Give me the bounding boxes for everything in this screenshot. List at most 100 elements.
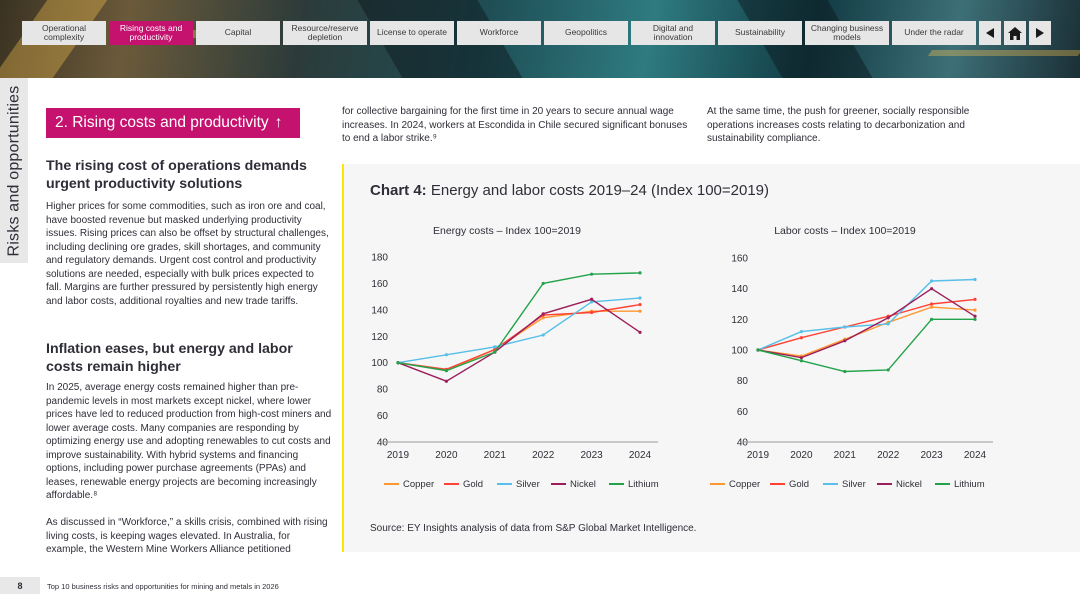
series-line-lithium [397, 272, 641, 372]
data-point-gold [973, 297, 977, 301]
data-point-silver [444, 353, 448, 357]
tab-workforce[interactable]: Workforce [457, 21, 541, 45]
legend-label-gold: Gold [789, 479, 809, 490]
data-point-silver [541, 333, 545, 337]
series-line-nickel [397, 298, 641, 382]
data-point-silver [843, 325, 847, 329]
prev-arrow-icon[interactable] [979, 21, 1001, 45]
paragraph-workforce: As discussed in “Workforce,” a skills cr… [46, 517, 328, 555]
data-point-silver [590, 300, 594, 304]
x-tick-label: 2023 [580, 450, 603, 461]
legend-label-nickel: Nickel [570, 479, 596, 490]
y-tick-label: 60 [377, 411, 389, 422]
data-point-lithium [638, 271, 642, 275]
data-point-gold [590, 310, 594, 315]
series-line-copper [757, 306, 976, 357]
data-point-nickel [843, 339, 847, 343]
tab-resource-depletion[interactable]: Resource/reserve depletion [283, 21, 367, 45]
series-line-silver [757, 278, 976, 351]
home-icon[interactable] [1004, 21, 1026, 45]
tab-license-to-operate[interactable]: License to operate [370, 21, 454, 45]
section-title-text: 2. Rising costs and productivity [55, 114, 269, 131]
y-tick-label: 40 [737, 438, 749, 449]
x-tick-label: 2022 [532, 450, 555, 461]
tab-changing-business-models[interactable]: Changing business models [805, 21, 889, 45]
chart-heading-label: Chart 4: [370, 182, 427, 199]
data-point-silver [493, 345, 497, 349]
data-point-silver [638, 296, 642, 300]
series-line-nickel [757, 287, 976, 359]
data-point-lithium [973, 317, 977, 321]
series-line-silver [397, 297, 641, 364]
tab-under-the-radar[interactable]: Under the radar [892, 21, 976, 45]
data-point-lithium [843, 369, 847, 374]
data-point-copper [973, 308, 977, 312]
legend-label-lithium: Lithium [628, 479, 659, 490]
y-tick-label: 120 [371, 332, 388, 343]
y-tick-label: 100 [731, 346, 748, 357]
y-tick-label: 120 [731, 315, 748, 326]
data-point-lithium [799, 359, 803, 363]
chart-title: Energy costs – Index 100=2019 [433, 225, 581, 237]
data-point-lithium [444, 369, 448, 373]
energy-costs-chart: Energy costs – Index 100=2019 40 60 80 100 12… [371, 225, 659, 490]
y-tick-label: 140 [731, 284, 748, 295]
legend-label-gold: Gold [463, 479, 483, 490]
chart-heading-text: Energy and labor costs 2019–24 (Index 10… [426, 182, 770, 199]
data-point-nickel [444, 379, 448, 383]
paragraph-greener-operations: At the same time, the push for greener, … [707, 106, 970, 144]
legend-label-silver: Silver [842, 479, 866, 490]
y-tick-label: 180 [371, 253, 388, 264]
data-point-nickel [799, 356, 803, 360]
up-arrow-icon: ↑ [274, 114, 283, 131]
side-label-text: Risks and opportunities [5, 85, 23, 256]
series-line-lithium [757, 318, 975, 373]
heading-rising-cost: The rising cost of operations demands ur… [46, 158, 307, 192]
chart-panel [342, 164, 1080, 552]
data-point-nickel [886, 316, 890, 320]
data-point-copper [930, 305, 934, 309]
data-point-gold [638, 302, 642, 307]
side-section-label: Risks and opportunities [0, 78, 28, 263]
data-point-nickel [930, 287, 934, 291]
legend-label-lithium: Lithium [954, 479, 985, 490]
x-tick-label: 2019 [747, 450, 770, 461]
data-point-gold [799, 336, 803, 340]
data-point-nickel [541, 312, 545, 316]
x-tick-label: 2021 [484, 450, 507, 461]
data-point-copper [541, 316, 545, 320]
data-point-lithium [541, 281, 545, 286]
data-point-nickel [638, 330, 642, 334]
y-tick-label: 80 [377, 385, 389, 396]
x-tick-label: 2021 [834, 450, 857, 461]
data-point-silver [799, 330, 803, 334]
tab-capital[interactable]: Capital [196, 21, 280, 45]
labor-costs-chart: Labor costs – Index 100=2019 40 60 80 100 120… [710, 225, 993, 490]
data-point-lithium [396, 361, 400, 365]
tab-sustainability[interactable]: Sustainability [718, 21, 802, 45]
data-point-nickel [973, 314, 977, 318]
page-number: 8 [0, 577, 40, 594]
data-point-lithium [590, 272, 594, 276]
series-line-gold [397, 303, 641, 371]
tab-digital-innovation[interactable]: Digital and innovation [631, 21, 715, 45]
heading-inflation: Inflation eases, but energy and labor co… [46, 341, 293, 375]
tab-operational-complexity[interactable]: Operational complexity [22, 21, 106, 45]
legend-label-nickel: Nickel [896, 479, 922, 490]
section-nav: Operational complexity Rising costs and … [22, 21, 1051, 45]
tab-rising-costs[interactable]: Rising costs and productivity [109, 21, 193, 45]
y-tick-label: 40 [377, 438, 389, 449]
x-tick-label: 2024 [629, 450, 652, 461]
tab-geopolitics[interactable]: Geopolitics [544, 21, 628, 45]
data-point-lithium [886, 368, 890, 372]
legend-label-silver: Silver [516, 479, 540, 490]
y-tick-label: 140 [371, 305, 388, 316]
data-point-gold [930, 302, 934, 306]
paragraph-rising-cost: Higher prices for some commodities, such… [46, 201, 329, 307]
next-arrow-icon[interactable] [1029, 21, 1051, 45]
series-line-gold [757, 298, 976, 351]
y-tick-label: 60 [737, 407, 749, 418]
paragraph-inflation: In 2025, average energy costs remained h… [46, 382, 332, 501]
section-title: 2. Rising costs and productivity ↑ [46, 108, 300, 138]
x-tick-label: 2022 [877, 450, 900, 461]
